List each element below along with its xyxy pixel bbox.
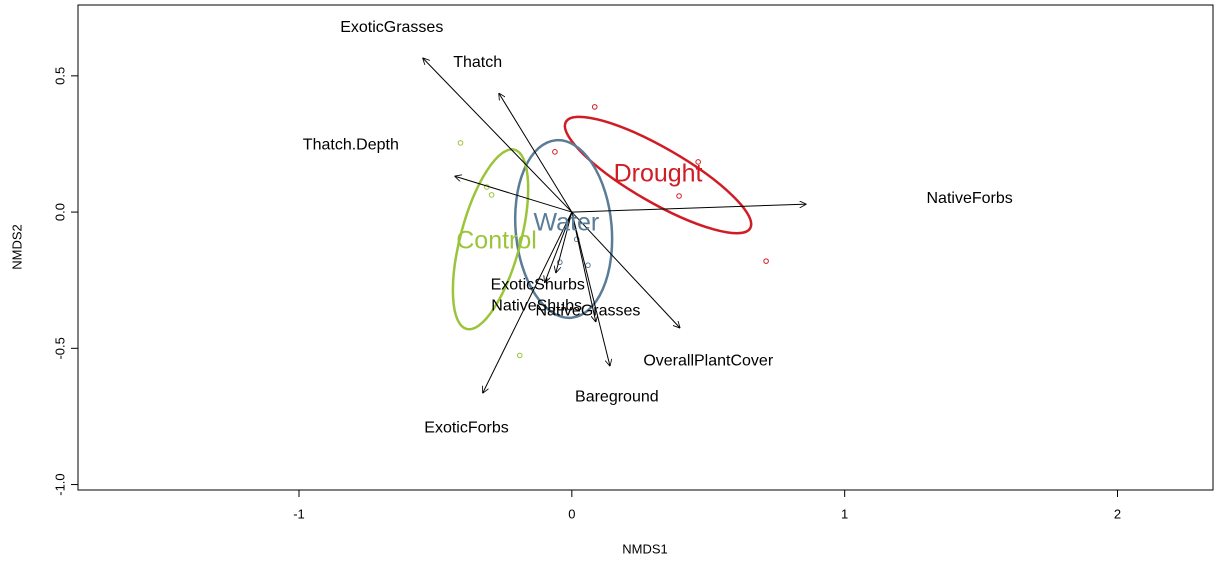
vector-arrow	[483, 211, 573, 393]
group-ellipse	[563, 115, 753, 235]
point	[557, 259, 563, 266]
point	[552, 149, 558, 155]
vector-label: NativeGrasses	[535, 302, 640, 319]
vector-label: ExoticForbs	[424, 420, 508, 437]
point	[488, 192, 495, 198]
vector-arrow	[499, 93, 573, 213]
vector-arrow	[545, 211, 573, 283]
vector-label: ExoticGrasses	[340, 19, 443, 36]
point	[457, 140, 464, 146]
x-tick-label: 0	[568, 506, 575, 521]
group-label: Control	[456, 227, 537, 255]
group-ellipse	[513, 138, 614, 320]
y-tick-label: -0.5	[52, 337, 67, 359]
vector-arrow	[571, 211, 610, 366]
y-axis-label: NMDS2	[9, 224, 24, 270]
group-ellipse	[451, 148, 530, 331]
vector-arrow	[556, 211, 573, 273]
x-axis-label: NMDS1	[622, 541, 668, 556]
point	[591, 104, 598, 110]
vector-arrow	[571, 211, 680, 328]
vector-arrow	[571, 204, 807, 213]
vector-label: NativeForbs	[927, 190, 1013, 207]
vector-label: Bareground	[575, 389, 659, 406]
point	[516, 352, 523, 359]
vector-label: NativeShubs	[491, 298, 582, 315]
x-tick-label: 2	[1114, 506, 1121, 521]
vector-arrow	[423, 58, 573, 213]
y-tick-label: -1.0	[52, 473, 67, 495]
y-tick-label: 0.5	[52, 67, 67, 85]
vector-label: OverallPlantCover	[643, 353, 774, 370]
vector-label: Thatch	[453, 54, 502, 71]
group-label: Drought	[614, 160, 703, 188]
plot-frame	[77, 4, 1214, 491]
x-tick-label: -1	[293, 506, 305, 521]
point	[695, 159, 701, 165]
y-tick-label: 0.0	[52, 203, 67, 221]
vector-label: Thatch.Depth	[303, 136, 399, 153]
point	[585, 262, 591, 269]
group-label: Water	[534, 209, 600, 237]
vector-arrow	[571, 211, 596, 322]
vector-label: ExoticShurbs	[491, 276, 585, 293]
point	[763, 258, 769, 264]
vector-arrow	[455, 176, 572, 213]
point	[676, 193, 682, 199]
x-tick-label: 1	[841, 506, 848, 521]
